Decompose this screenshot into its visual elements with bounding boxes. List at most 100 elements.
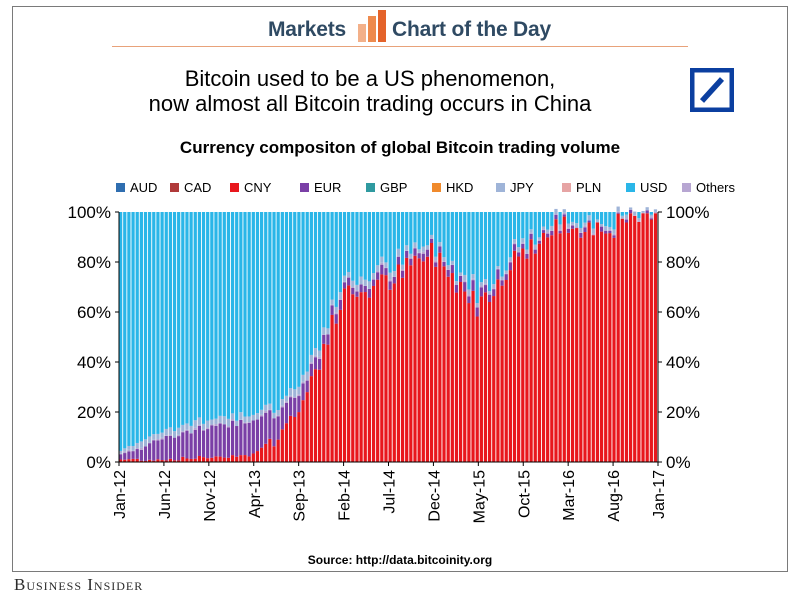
- bar-cny: [226, 457, 231, 462]
- bar-others: [127, 449, 131, 452]
- x-tick-label: Jun-12: [157, 470, 174, 519]
- bar-cny: [508, 270, 512, 462]
- bar-jpy: [483, 279, 488, 284]
- bar-jpy: [454, 281, 459, 285]
- bar-eur: [201, 430, 206, 458]
- bar-jpy: [143, 439, 148, 447]
- bar-jpy: [529, 229, 533, 233]
- bar-cny: [156, 459, 160, 462]
- bar-cny: [488, 302, 492, 462]
- bar-others: [280, 405, 284, 408]
- bar-eur: [587, 220, 591, 223]
- bar-others: [376, 270, 380, 273]
- legend-label-gbp: GBP: [380, 180, 408, 195]
- bar-others: [521, 242, 525, 244]
- bar-jpy: [570, 221, 575, 225]
- bar-cny: [467, 303, 471, 462]
- bar-jpy: [164, 428, 168, 436]
- bar-jpy: [471, 274, 475, 279]
- bar-others: [541, 229, 546, 231]
- bar-others: [405, 250, 409, 251]
- bar-eur: [550, 230, 554, 236]
- bar-usd: [259, 212, 264, 410]
- y-tick-label-left: 60%: [77, 303, 111, 322]
- bar-eur: [255, 419, 260, 452]
- bar-cny: [338, 309, 342, 462]
- bar-others: [620, 218, 624, 219]
- bar-cny: [189, 458, 193, 462]
- bar-others: [297, 394, 301, 397]
- bar-eur: [148, 443, 152, 460]
- bar-eur: [500, 280, 504, 286]
- bar-usd: [330, 212, 334, 300]
- bar-others: [537, 239, 542, 241]
- bar-eur: [488, 294, 492, 303]
- bar-usd: [504, 212, 508, 271]
- bar-others: [230, 419, 235, 421]
- bar-jpy: [425, 245, 430, 250]
- bar-cny: [471, 290, 475, 462]
- bar-eur: [185, 430, 189, 459]
- bar-usd: [152, 212, 156, 435]
- bar-usd: [376, 212, 380, 266]
- bar-cny: [512, 250, 517, 462]
- bar-others: [168, 434, 172, 436]
- bar-others: [181, 431, 185, 433]
- bar-jpy: [247, 416, 251, 423]
- bar-jpy: [193, 420, 197, 428]
- bar-others: [218, 422, 222, 424]
- bar-eur: [259, 416, 264, 448]
- y-tick-label-right: 60%: [666, 303, 700, 322]
- legend-swatch-aud: [116, 183, 125, 192]
- bar-others: [193, 427, 197, 430]
- bar-jpy: [653, 209, 658, 212]
- bar-jpy: [376, 265, 380, 271]
- bar-usd: [164, 212, 168, 429]
- bar-eur: [521, 243, 525, 249]
- bar-others: [483, 283, 488, 286]
- bar-jpy: [628, 207, 633, 210]
- bar-others: [388, 279, 392, 282]
- bar-usd: [492, 212, 496, 285]
- bar-others: [409, 257, 413, 259]
- source-note: Source: http://data.bitcoinity.org: [307, 553, 493, 567]
- bar-usd: [579, 212, 583, 228]
- bar-cny: [434, 266, 438, 462]
- y-tick-label-left: 100%: [68, 203, 111, 222]
- bar-usd: [127, 212, 131, 446]
- bar-cny: [496, 279, 500, 462]
- bar-usd: [450, 212, 454, 261]
- bar-eur: [371, 279, 376, 286]
- bar-usd: [201, 212, 206, 424]
- legend-item-jpy: JPY: [496, 180, 534, 195]
- bar-usd: [400, 212, 405, 265]
- bar-cny: [172, 460, 177, 462]
- bar-eur: [612, 235, 616, 238]
- bar-usd: [359, 212, 363, 277]
- bar-eur: [156, 440, 160, 460]
- bar-eur: [649, 218, 653, 220]
- bar-usd: [525, 212, 529, 250]
- bar-usd: [143, 212, 148, 440]
- bar-others: [608, 229, 612, 231]
- bar-others: [434, 260, 438, 263]
- bar-jpy: [413, 242, 417, 248]
- bar-cny: [558, 233, 562, 462]
- bar-eur: [579, 232, 583, 238]
- bar-others: [268, 409, 272, 411]
- bar-jpy: [550, 225, 554, 231]
- bar-cny: [143, 460, 148, 462]
- bar-jpy: [417, 249, 421, 253]
- bar-cny: [566, 232, 571, 462]
- bar-jpy: [156, 433, 160, 439]
- bar-eur: [546, 233, 550, 238]
- bar-jpy: [396, 248, 401, 256]
- bar-eur: [342, 282, 347, 289]
- bar-usd: [293, 212, 297, 390]
- bar-others: [512, 242, 517, 245]
- bar-cny: [119, 459, 123, 462]
- y-tick-label-right: 100%: [666, 203, 709, 222]
- bar-eur: [280, 407, 284, 430]
- bar-eur: [483, 285, 488, 293]
- bar-cny: [305, 392, 309, 462]
